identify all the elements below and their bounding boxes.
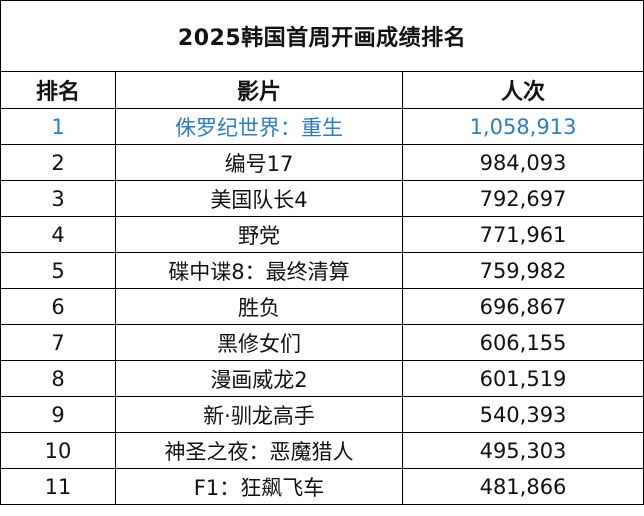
ranking-table: 2025韩国首周开画成绩排名 排名 影片 人次 1 侏罗纪世界：重生 1,058… xyxy=(0,0,644,505)
rank-cell: 6 xyxy=(0,288,116,325)
rank-cell: 1 xyxy=(0,108,116,145)
admissions-cell: 792,697 xyxy=(401,180,644,217)
table-row-8: 8 漫画威龙2 601,519 xyxy=(0,360,644,397)
film-cell: 碟中谍8：最终清算 xyxy=(115,252,403,289)
header-row: 排名 影片 人次 xyxy=(0,71,644,109)
rank-cell: 7 xyxy=(0,324,116,361)
admissions-cell: 606,155 xyxy=(401,324,644,361)
film-cell: 美国队长4 xyxy=(115,180,403,217)
film-cell: F1：狂飙飞车 xyxy=(115,468,403,505)
admissions-cell: 481,866 xyxy=(401,468,644,505)
admissions-cell: 771,961 xyxy=(401,216,644,253)
rank-cell: 10 xyxy=(0,432,116,469)
table-title: 2025韩国首周开画成绩排名 xyxy=(0,0,644,72)
rank-cell: 5 xyxy=(0,252,116,289)
rank-cell: 2 xyxy=(0,144,116,181)
table-row-1: 1 侏罗纪世界：重生 1,058,913 xyxy=(0,108,644,145)
admissions-cell: 540,393 xyxy=(401,396,644,433)
admissions-cell: 1,058,913 xyxy=(401,108,644,145)
film-cell: 野党 xyxy=(115,216,403,253)
admissions-cell: 696,867 xyxy=(401,288,644,325)
header-admissions: 人次 xyxy=(401,71,644,109)
film-cell: 胜负 xyxy=(115,288,403,325)
film-cell: 黑修女们 xyxy=(115,324,403,361)
admissions-cell: 601,519 xyxy=(401,360,644,397)
rank-cell: 8 xyxy=(0,360,116,397)
film-cell: 漫画威龙2 xyxy=(115,360,403,397)
table-row-7: 7 黑修女们 606,155 xyxy=(0,324,644,361)
header-rank: 排名 xyxy=(0,71,116,109)
film-cell: 神圣之夜：恶魔猎人 xyxy=(115,432,403,469)
header-film: 影片 xyxy=(115,71,403,109)
rank-cell: 3 xyxy=(0,180,116,217)
table-row-3: 3 美国队长4 792,697 xyxy=(0,180,644,217)
rank-cell: 9 xyxy=(0,396,116,433)
film-cell: 侏罗纪世界：重生 xyxy=(115,108,403,145)
admissions-cell: 495,303 xyxy=(401,432,644,469)
film-cell: 编号17 xyxy=(115,144,403,181)
admissions-cell: 759,982 xyxy=(401,252,644,289)
table-row-4: 4 野党 771,961 xyxy=(0,216,644,253)
table-row-10: 10 神圣之夜：恶魔猎人 495,303 xyxy=(0,432,644,469)
admissions-cell: 984,093 xyxy=(401,144,644,181)
table-row-5: 5 碟中谍8：最终清算 759,982 xyxy=(0,252,644,289)
film-cell: 新·驯龙高手 xyxy=(115,396,403,433)
table-row-9: 9 新·驯龙高手 540,393 xyxy=(0,396,644,433)
table-row-2: 2 编号17 984,093 xyxy=(0,144,644,181)
table-row-6: 6 胜负 696,867 xyxy=(0,288,644,325)
title-row: 2025韩国首周开画成绩排名 xyxy=(0,0,644,72)
rank-cell: 11 xyxy=(0,468,116,505)
rank-cell: 4 xyxy=(0,216,116,253)
table-row-11: 11 F1：狂飙飞车 481,866 xyxy=(0,468,644,505)
